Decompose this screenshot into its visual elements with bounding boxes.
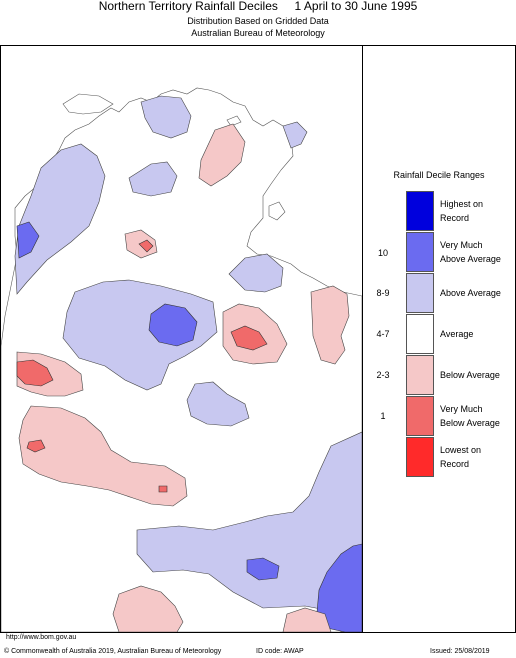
legend-label-highest: Highest on Record [440,199,484,223]
legend-divider [362,45,363,633]
island-groote [268,201,286,221]
subtitle-distribution: Distribution Based on Gridded Data [187,16,329,26]
region-above-avg-mid [186,381,250,427]
region-below-avg-north [198,123,246,187]
legend-range-10: 10 [377,248,388,258]
footer-url[interactable]: http://www.bom.gov.au [6,634,77,641]
legend-label-above: Above Average [440,288,501,298]
legend-swatch-highest [406,191,434,231]
coastline [1,87,362,632]
legend-range-1: 1 [380,411,386,421]
footer-issued: Issued: 25/08/2019 [430,648,490,655]
legend-range-8-9: 8-9 [376,288,390,298]
legend-swatch-vm-below [406,396,434,436]
region-above-avg-gulf [128,161,178,197]
region-vm-below-avg-gulf [138,239,154,253]
legend-label-average: Average [440,329,474,339]
region-vm-above-avg-se [316,543,362,632]
island-melville [62,93,114,115]
legend-swatch-average [406,314,434,354]
legend-range-2-3: 2-3 [376,370,390,380]
region-below-avg-far-east [310,285,350,365]
region-above-avg-ne-edge [282,121,308,149]
legend-swatch-vm-above [406,232,434,272]
island-elcho [226,115,242,127]
legend-title: Rainfall Decile Ranges [393,170,485,180]
subtitle-bureau: Australian Bureau of Meteorology [191,28,325,38]
region-vm-above-avg-south [246,557,280,581]
region-above-avg-east [228,253,284,293]
legend-label-vm-below: Very Much Below Average [440,404,500,428]
legend-swatch-lowest [406,437,434,477]
region-below-avg-southeast [282,607,332,632]
legend-label-vm-above: Very Much Above Average [440,240,501,264]
footer-copyright: © Commonwealth of Australia 2019, Austra… [4,648,222,655]
region-vm-above-avg-centre [148,303,198,347]
decile-map [1,87,362,632]
map-title: Northern Territory Rainfall Deciles 1 Ap… [0,0,516,12]
region-vm-below-avg-tiny [158,485,168,493]
region-below-avg-south [112,585,184,632]
region-below-avg-southwest [18,405,188,507]
legend-label-below: Below Average [440,370,500,380]
region-above-avg-arnhem [140,95,192,139]
region-vm-above-avg-west [16,221,40,259]
region-vm-below-avg-sw-small [26,439,46,453]
legend-label-lowest: Lowest on Record [440,445,482,469]
legend-swatch-above [406,273,434,313]
footer-id-code: ID code: AWAP [256,648,304,655]
title-left: Northern Territory Rainfall Deciles [98,0,278,13]
region-vm-below-avg-east [230,325,268,351]
legend-range-4-7: 4-7 [376,329,390,339]
legend-swatch-below [406,355,434,395]
title-right: 1 April to 30 June 1995 [294,0,418,13]
region-vm-below-avg-west [16,359,54,387]
